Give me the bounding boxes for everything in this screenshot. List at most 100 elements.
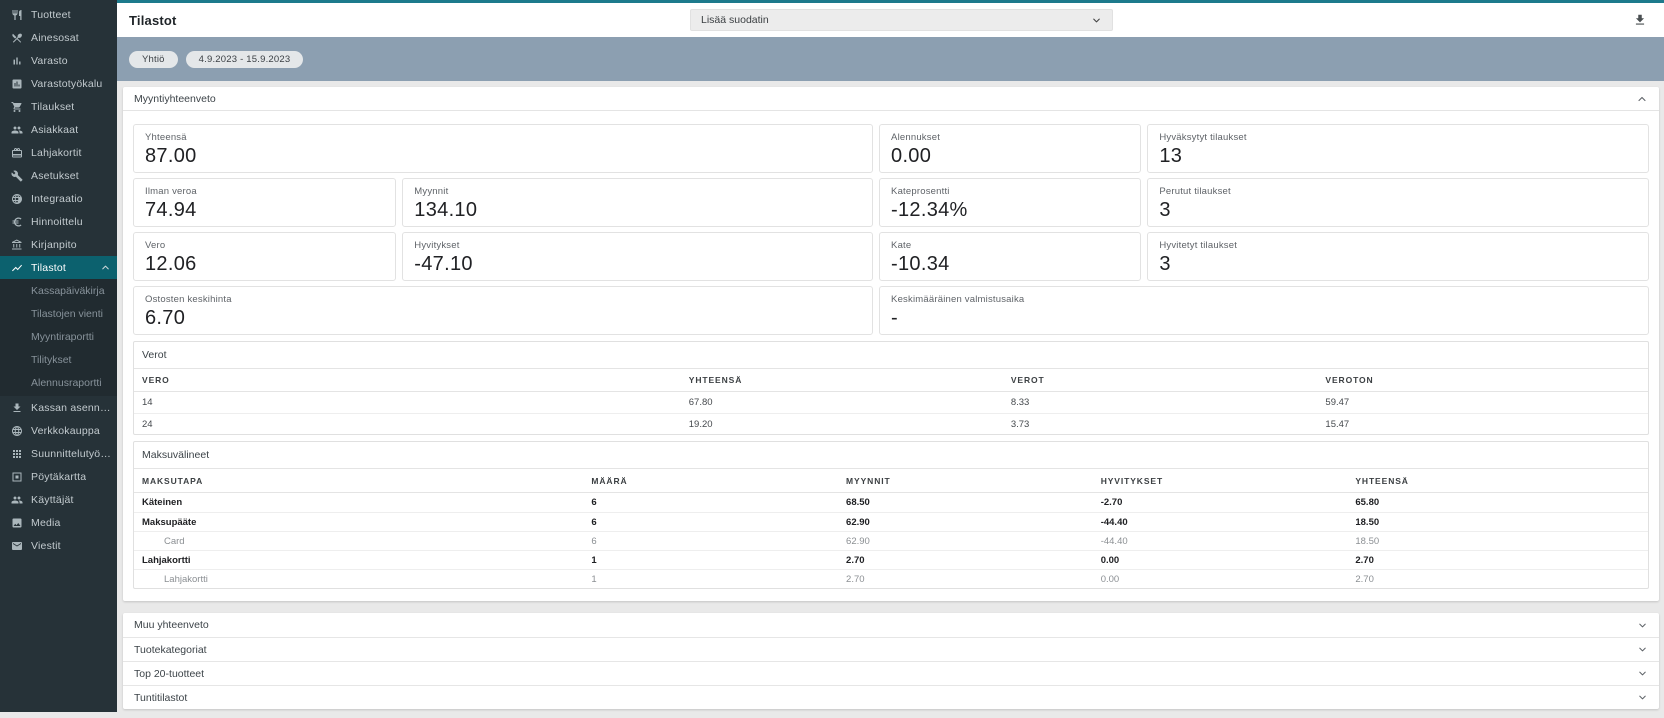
filter-chip-yhtio[interactable]: Yhtiö <box>129 50 178 68</box>
column-header: YHTEENSÄ <box>1355 475 1409 486</box>
cell: 15.47 <box>1325 418 1350 430</box>
sidebar-item-asiakkaat[interactable]: Asiakkaat <box>0 118 117 141</box>
column-header: YHTEENSÄ <box>688 375 743 385</box>
sidebar-item-media[interactable]: Media <box>0 511 117 534</box>
table-map-icon <box>10 470 24 484</box>
taxes-header-row: VERO YHTEENSÄ VEROT VEROTON <box>134 369 1648 392</box>
sidebar-item-viestit[interactable]: Viestit <box>0 534 117 557</box>
sidebar-item-integraatio[interactable]: Integraatio <box>0 187 117 210</box>
filter-chip-4-9-2023-15-9-2023[interactable]: 4.9.2023 - 15.9.2023 <box>185 50 304 68</box>
section-muu-yhteenveto[interactable]: Muu yhteenveto <box>123 613 1659 637</box>
cell: 59.47 <box>1325 397 1350 408</box>
sidebar-item-kirjanpito[interactable]: Kirjanpito <box>0 233 117 256</box>
cell: 18.50 <box>1355 516 1380 528</box>
sidebar-item-asetukset[interactable]: Asetukset <box>0 164 117 187</box>
topbar: Tilastot Lisää suodatin <box>117 3 1664 37</box>
cell: 3.73 <box>1010 418 1030 430</box>
column-header: HYVITYKSET <box>1100 475 1164 486</box>
metric-card-kate: Kate -10.34 <box>879 232 1142 281</box>
cell: 18.50 <box>1355 535 1380 547</box>
payments-row-lahjakortti: Lahjakortti 1 2.70 0.00 2.70 <box>134 550 1648 569</box>
metric-label: Ostosten keskihinta <box>145 294 232 305</box>
payments-table: MAKSUTAPA MÄÄRÄ MYYNNIT HYVITYKSET YHTEENSÄ K… <box>134 469 1648 588</box>
sidebar-subitem-tilastojen-vienti[interactable]: Tilastojen vienti <box>31 308 103 320</box>
sidebar-item-label: Tilaukset <box>31 100 75 113</box>
utensils-crossed-icon <box>10 31 24 45</box>
payments-row-lahjakortti: Lahjakortti 1 2.70 0.00 2.70 <box>134 569 1648 588</box>
sidebar-subitem-myyntiraportti[interactable]: Myyntiraportti <box>31 331 95 343</box>
sidebar-item-label: Asetukset <box>31 169 79 182</box>
metric-label: Hyvitetyt tilaukset <box>1159 240 1238 251</box>
metric-label: Hyvitykset <box>414 240 460 251</box>
section-tuotekategoriat[interactable]: Tuotekategoriat <box>123 637 1659 661</box>
cell: 1 <box>591 573 597 585</box>
people-icon <box>10 123 24 137</box>
metric-value: 3 <box>1159 253 1171 275</box>
sidebar-item-suunnittelutyokalu[interactable]: Suunnittelutyökalu <box>0 442 117 465</box>
image-icon <box>10 516 24 530</box>
cell: -2.70 <box>1100 497 1123 508</box>
sidebar-item-tilaukset[interactable]: Tilaukset <box>0 95 117 118</box>
column-header: MYYNNIT <box>846 475 891 486</box>
payments-row-kateinen: Käteinen 6 68.50 -2.70 65.80 <box>134 493 1648 512</box>
column-header: VEROT <box>1010 375 1045 385</box>
metric-card-hyvaksytyt-tilaukset: Hyväksytyt tilaukset 13 <box>1147 124 1649 173</box>
add-filter-select[interactable]: Lisää suodatin <box>690 9 1113 31</box>
taxes-row: 14 67.80 8.33 59.47 <box>134 392 1648 413</box>
cell: 67.80 <box>688 397 713 408</box>
metric-value: 3 <box>1159 199 1171 221</box>
metric-label: Alennukset <box>891 132 941 143</box>
cell: 62.90 <box>846 516 870 528</box>
cell: 2.70 <box>846 573 865 585</box>
sidebar-item-label: Lahjakortit <box>31 146 82 159</box>
sidebar-item-ainesosat[interactable]: Ainesosat <box>0 26 117 49</box>
metric-card-perutut-tilaukset: Perutut tilaukset 3 <box>1147 178 1649 227</box>
chevron-up-icon <box>100 262 111 273</box>
payment-method-label: Card <box>164 535 185 547</box>
download-button[interactable] <box>1630 10 1650 30</box>
cell: 14 <box>142 397 153 408</box>
section-label: Tuntitilastot <box>134 691 188 704</box>
section-tuntitilastot[interactable]: Tuntitilastot <box>123 685 1659 709</box>
chevron-down-icon <box>1091 15 1102 26</box>
sidebar-item-label: Asiakkaat <box>31 123 79 136</box>
column-header: VEROTON <box>1325 375 1374 385</box>
sidebar-subitem-alennusraportti[interactable]: Alennusraportti <box>31 377 102 389</box>
metric-card-alennukset: Alennukset 0.00 <box>879 124 1142 173</box>
sidebar-item-verkkokauppa[interactable]: Verkkokauppa <box>0 419 117 442</box>
sidebar-item-varastotyokalu[interactable]: Varastotyökalu <box>0 72 117 95</box>
taxes-table: VERO YHTEENSÄ VEROT VEROTON 14 67.80 8.33 59.47… <box>134 369 1648 434</box>
cell: 6 <box>591 535 597 547</box>
metric-card-hyvitykset: Hyvitykset -47.10 <box>402 232 874 281</box>
metric-value: -12.34% <box>891 199 968 221</box>
metric-card-vero: Vero 12.06 <box>133 232 397 281</box>
metric-label: Myynnit <box>414 186 449 197</box>
sidebar-item-label: Tuotteet <box>31 8 71 21</box>
sidebar-item-label: Media <box>31 516 61 529</box>
sidebar-item-label: Tilastot <box>31 261 67 274</box>
sidebar-item-tuotteet[interactable]: Tuotteet <box>0 3 117 26</box>
sidebar-subitem-kassapaivakirja[interactable]: Kassapäiväkirja <box>31 285 105 297</box>
sidebar-item-lahjakortit[interactable]: Lahjakortit <box>0 141 117 164</box>
sidebar-item-tilastot[interactable]: Tilastot <box>0 256 117 279</box>
sidebar-item-kayttajat[interactable]: Käyttäjät <box>0 488 117 511</box>
chevron-up-icon <box>1636 93 1648 105</box>
sidebar: Tuotteet Ainesosat Varasto Varastotyökalu Ti… <box>0 0 117 712</box>
sidebar-item-varasto[interactable]: Varasto <box>0 49 117 72</box>
sales-summary-header[interactable]: Myyntiyhteenveto <box>123 87 1659 111</box>
sidebar-subitem-tilitykset[interactable]: Tilitykset <box>31 354 72 366</box>
section-top-20-tuotteet[interactable]: Top 20-tuotteet <box>123 661 1659 685</box>
payment-method-label: Käteinen <box>142 497 183 508</box>
sidebar-item-poytakartta[interactable]: Pöytäkartta <box>0 465 117 488</box>
chart-box-icon <box>10 77 24 91</box>
sidebar-item-hinnoittelu[interactable]: Hinnoittelu <box>0 210 117 233</box>
cell: -44.40 <box>1100 516 1128 528</box>
chevron-down-icon <box>1637 692 1648 703</box>
metric-card-hyvitetyt-tilaukset: Hyvitetyt tilaukset 3 <box>1147 232 1649 281</box>
sidebar-item-kassan-asennus[interactable]: Kassan asennus <box>0 396 117 419</box>
cell: 2.70 <box>1355 554 1374 566</box>
cell: 1 <box>591 554 597 566</box>
metric-value: 6.70 <box>145 307 186 329</box>
euro-icon <box>10 215 24 229</box>
chevron-down-icon <box>1637 668 1648 679</box>
